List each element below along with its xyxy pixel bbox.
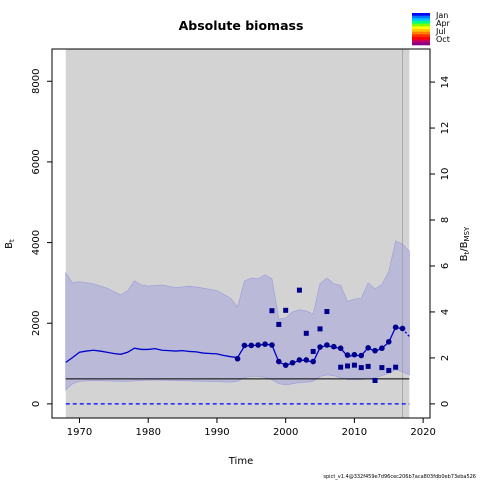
x-tick-label: 1980 [135,427,160,438]
data-point [358,352,365,359]
x-axis: 1970 1980 1990 2000 2010 2020 [67,418,436,438]
data-point [386,367,392,373]
data-point [324,342,330,348]
x-tick-label: 1990 [204,427,229,438]
y-tick-label-right: 2 [440,355,451,361]
data-point [379,345,385,352]
data-point [262,341,268,348]
data-point [310,348,316,354]
y-tick-label-right: 0 [440,401,451,407]
data-point [248,342,255,349]
legend-swatch [412,31,430,35]
data-point [344,352,351,358]
data-point [283,307,289,313]
data-point [317,344,323,350]
legend-label: Apr [436,19,451,28]
data-point [372,377,378,383]
data-point [269,308,275,314]
y-tick-label-left: 2000 [31,311,42,336]
legend-label: Oct [436,35,450,44]
legend-swatch [412,15,430,19]
data-point [392,324,399,331]
data-point [296,287,302,293]
y-axis-left: 0 2000 4000 6000 8000 [31,69,52,407]
data-point [310,358,316,365]
y-tick-label-left: 6000 [31,149,42,174]
data-point [317,326,323,332]
data-point [337,345,344,352]
data-point [393,364,399,370]
y-label-right-sub-1: t [463,251,471,254]
legend-swatch [412,42,430,46]
y-tick-label-left: 0 [31,401,42,407]
plot-border [51,48,431,419]
y-tick-label-right: 10 [440,168,451,181]
y-tick-label-right: 12 [440,122,451,135]
y-tick-label-right: 14 [440,76,451,89]
confidence-band [65,240,410,391]
data-point [303,330,309,336]
data-point [351,351,358,358]
legend-swatch [412,18,430,22]
footer-version: spict_v1.4@332f459e7d96cec206b7aca803fdb… [323,474,476,480]
data-point [351,362,357,368]
y-label-right-main-2: /B [459,241,470,251]
legend-label: Jan [435,11,448,20]
data-point [365,363,371,369]
legend-swatch [412,21,430,24]
y-tick-label-right: 8 [440,217,451,223]
x-tick-label: 2010 [342,427,367,438]
data-point [276,321,282,327]
data-point [345,363,351,369]
y-label-right-main-1: B [459,254,470,261]
data-point [338,364,344,370]
data-point [372,347,378,354]
legend-swatch [412,39,430,43]
data-point [379,365,385,371]
y-label-left-main: B [4,242,15,249]
plot-area [51,48,431,419]
y-axis-right: 0 2 4 6 8 10 12 14 [430,76,451,407]
data-point [324,309,330,315]
legend-label: Jul [435,27,446,36]
x-tick-label: 2020 [410,427,435,438]
y-tick-label-right: 4 [440,309,451,315]
data-point [358,365,364,371]
legend-swatch [412,23,430,27]
data-point [365,345,371,351]
data-point [330,343,337,350]
data-point [241,342,248,349]
data-point [276,358,282,365]
chart-title: Absolute biomass [179,18,304,33]
y-label-left-sub: t [8,239,16,242]
y-tick-label-left: 4000 [31,230,42,255]
y-tick-label-left: 8000 [31,69,42,94]
legend-swatch [412,13,430,16]
data-point [282,362,289,368]
legend-swatch [412,29,430,32]
y-tick-label-right: 6 [440,263,451,269]
legend-swatch [412,34,430,38]
x-tick-label: 1970 [67,427,92,438]
data-point [399,325,406,332]
x-axis-label: Time [228,456,253,467]
data-point [255,342,261,348]
legend-swatch [412,37,430,40]
y-axis-label-right: Bt/BMSY [459,226,471,261]
data-point [296,357,303,363]
data-point [303,357,310,363]
legend-swatch [412,26,430,30]
data-point [234,355,241,362]
data-point [289,359,296,366]
y-axis-label-left: Bt [4,239,16,249]
x-tick-label: 2000 [273,427,298,438]
data-point [385,338,392,345]
y-label-right-sub-2: MSY [463,226,471,241]
data-point [269,342,275,348]
